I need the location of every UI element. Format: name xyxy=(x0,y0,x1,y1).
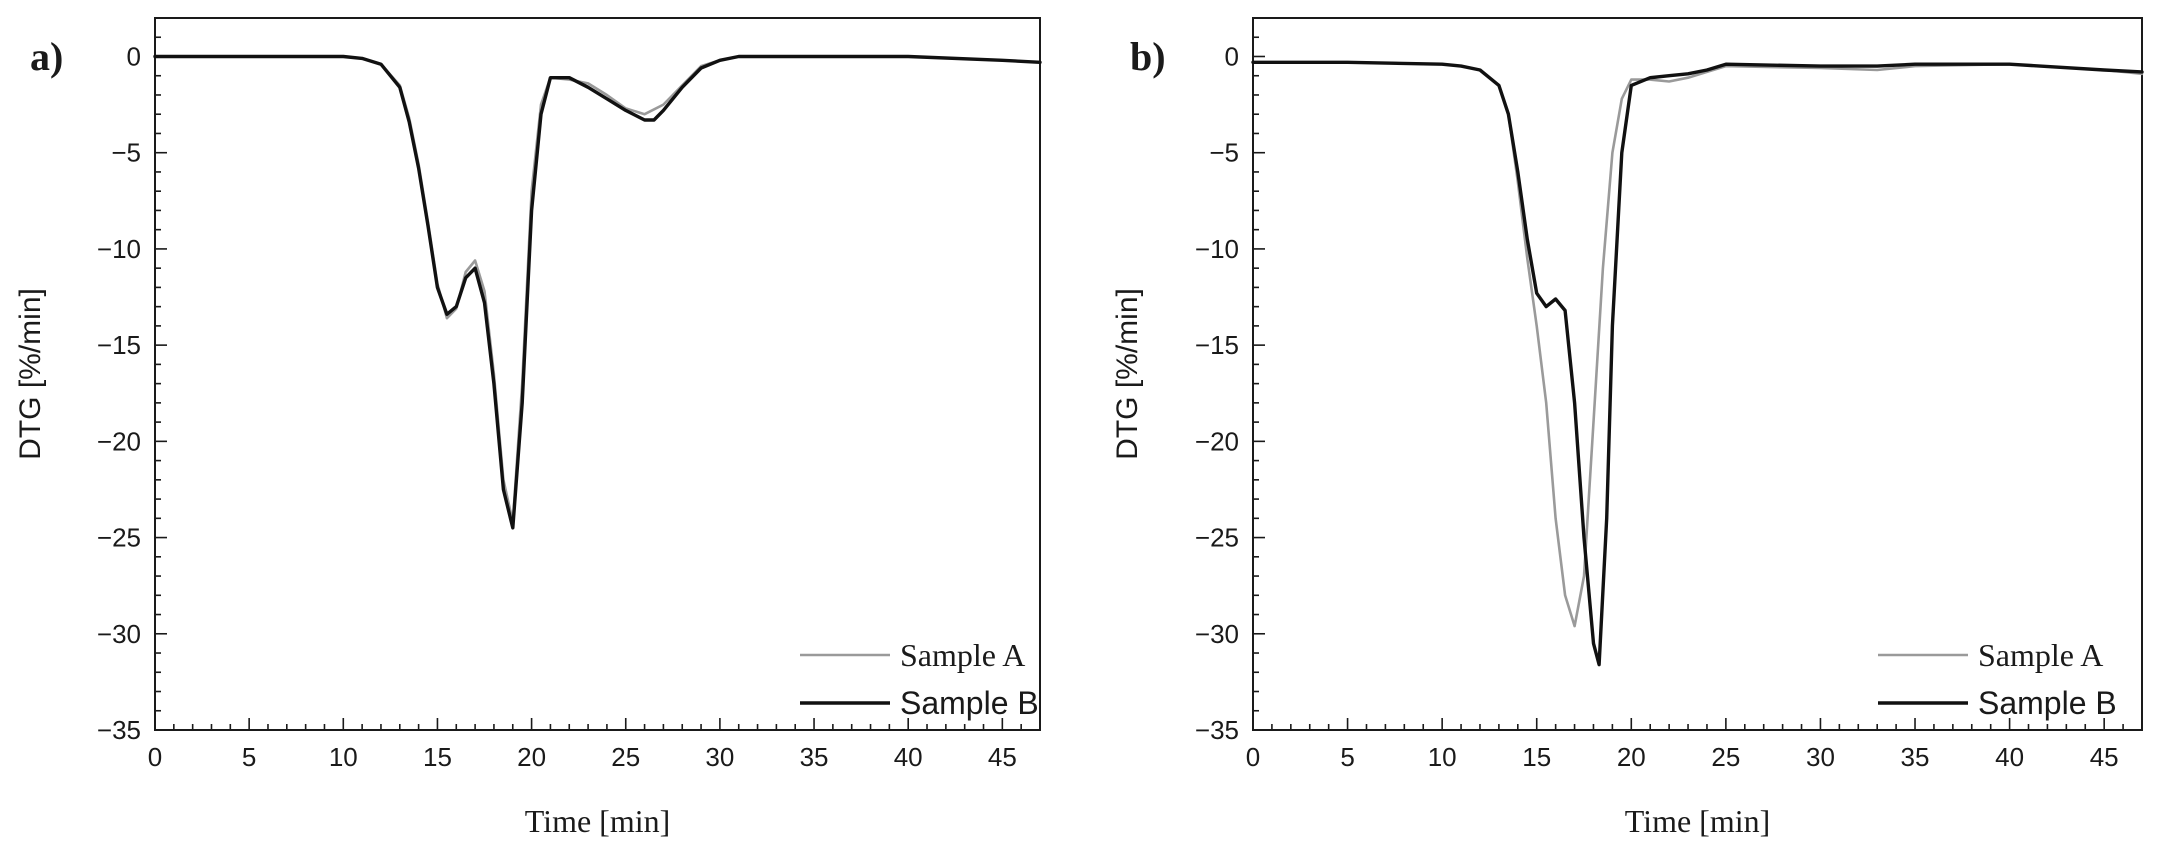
y-tick-label: −30 xyxy=(97,619,141,649)
y-tick-label: −5 xyxy=(111,138,141,168)
x-tick-label: 30 xyxy=(1806,742,1835,772)
x-tick-label: 35 xyxy=(800,742,829,772)
plot-frame xyxy=(1252,17,2143,731)
y-tick-label: −35 xyxy=(97,715,141,745)
x-tick-label: 30 xyxy=(705,742,734,772)
x-tick-label: 25 xyxy=(1711,742,1740,772)
x-tick-label: 20 xyxy=(517,742,546,772)
x-tick-label: 45 xyxy=(988,742,1017,772)
x-axis-label: Time [min] xyxy=(1625,803,1771,839)
series-line-sample-a xyxy=(153,55,1042,524)
x-tick-label: 35 xyxy=(1901,742,1930,772)
x-tick-label: 40 xyxy=(894,742,923,772)
legend-label-sample-a: Sample A xyxy=(900,637,1025,673)
y-tick-label: −20 xyxy=(97,426,141,456)
legend-label-sample-a: Sample A xyxy=(1978,637,2103,673)
x-tick-label: 10 xyxy=(1428,742,1457,772)
legend-label-sample-b: Sample B xyxy=(900,685,1039,721)
x-tick-label: 5 xyxy=(1340,742,1354,772)
panel-a: 0 5 10 15 20 25 30 35 40 45 0 −5 −10 −15 −20 −25 −30 −35 T… xyxy=(14,17,1042,839)
x-tick-label: 0 xyxy=(1246,742,1260,772)
y-tick-label: −5 xyxy=(1209,138,1239,168)
x-axis-label: Time [min] xyxy=(525,803,671,839)
y-tick-label: 0 xyxy=(127,41,141,71)
y-tick-label: −10 xyxy=(1195,234,1239,264)
y-tick-label: −25 xyxy=(1195,523,1239,553)
y-axis-label: DTG [%/min] xyxy=(1111,288,1144,460)
plot-frame xyxy=(154,17,1041,731)
y-tick-label: −25 xyxy=(97,523,141,553)
panel-label: b) xyxy=(1130,34,1166,79)
y-tick-label: −20 xyxy=(1195,426,1239,456)
x-tick-label: 15 xyxy=(423,742,452,772)
panel-b: 0 5 10 15 20 25 30 35 40 45 0 −5 −10 −15 −20 −25 −30 −35 T… xyxy=(1111,17,2144,839)
x-tick-label: 15 xyxy=(1522,742,1551,772)
y-tick-label: 0 xyxy=(1225,41,1239,71)
x-tick-label: 5 xyxy=(242,742,256,772)
series-line-sample-b xyxy=(153,54,1042,530)
x-tick-label: 20 xyxy=(1617,742,1646,772)
y-axis-label: DTG [%/min] xyxy=(14,288,47,460)
series-line-sample-a xyxy=(1251,60,2144,628)
y-tick-label: −10 xyxy=(97,234,141,264)
x-tick-label: 25 xyxy=(611,742,640,772)
series-line-sample-b xyxy=(1251,60,2144,667)
x-tick-label: 40 xyxy=(1995,742,2024,772)
y-tick-label: −35 xyxy=(1195,715,1239,745)
y-tick-label: −15 xyxy=(1195,330,1239,360)
x-tick-label: 45 xyxy=(2090,742,2119,772)
y-tick-label: −30 xyxy=(1195,619,1239,649)
y-tick-label: −15 xyxy=(97,330,141,360)
panel-label: a) xyxy=(30,34,63,79)
legend-label-sample-b: Sample B xyxy=(1978,685,2117,721)
x-tick-label: 10 xyxy=(329,742,358,772)
x-tick-label: 0 xyxy=(148,742,162,772)
